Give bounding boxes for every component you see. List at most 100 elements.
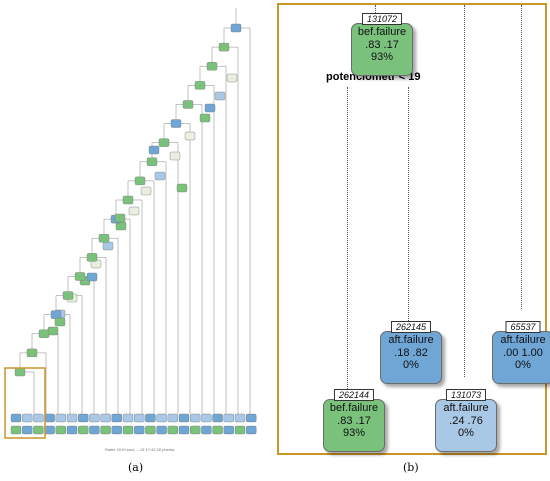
tree-node bbox=[100, 413, 111, 423]
node-percent: 93% bbox=[370, 51, 394, 63]
tree-node bbox=[128, 206, 140, 216]
tree-node bbox=[55, 425, 66, 435]
tree-node bbox=[62, 291, 74, 300]
tree-node bbox=[47, 326, 59, 336]
tree-node bbox=[74, 272, 86, 281]
tree-node bbox=[122, 195, 134, 205]
tree-node bbox=[140, 186, 152, 196]
tree-node bbox=[201, 413, 212, 423]
edge-line bbox=[408, 87, 409, 329]
node-id: 65537 bbox=[505, 321, 541, 333]
overview-tree-panel: Rattle 2019-stud. – 15 17:42:35 pberka bbox=[0, 0, 272, 455]
tree-node bbox=[86, 272, 98, 282]
tree-node bbox=[206, 62, 218, 71]
watermark: Rattle 2019-stud. – 15 17:42:35 pberka bbox=[105, 447, 175, 452]
tree-node bbox=[77, 425, 89, 435]
tree-node bbox=[148, 145, 160, 155]
node-label: aft.failure bbox=[500, 334, 546, 346]
caption-a: (a) bbox=[128, 461, 144, 474]
tree-node bbox=[98, 234, 110, 243]
edge-line bbox=[521, 5, 522, 309]
tree-node bbox=[194, 81, 206, 90]
edge-line bbox=[375, 5, 376, 13]
tree-node bbox=[234, 413, 246, 423]
tree-node bbox=[156, 425, 167, 435]
node-label: aft.failure bbox=[443, 402, 489, 414]
node-label: bef.failure bbox=[357, 26, 407, 38]
node-probs: .24 .76 bbox=[449, 414, 483, 427]
tree-node bbox=[50, 310, 62, 319]
overview-tree bbox=[4, 8, 257, 439]
edge-line bbox=[464, 5, 465, 377]
tree-node bbox=[214, 91, 226, 101]
tree-node-131073[interactable]: 131073 aft.failure .24 .76 0% bbox=[435, 389, 497, 452]
tree-node bbox=[114, 213, 126, 223]
tree-node bbox=[158, 138, 170, 147]
tree-node bbox=[122, 413, 134, 423]
tree-node bbox=[89, 413, 100, 423]
node-id: 131072 bbox=[361, 13, 403, 25]
tree-node bbox=[178, 413, 190, 423]
tree-node bbox=[122, 425, 134, 435]
tree-node-65537[interactable]: 65537 aft.failure .00 1.00 0% bbox=[492, 321, 550, 384]
zoomed-detail-panel: potenciometr < 19 131072 bef.failure .83… bbox=[277, 3, 550, 455]
edge-line bbox=[347, 87, 348, 395]
tree-node bbox=[245, 413, 257, 423]
node-probs: .18 .82 bbox=[394, 346, 428, 359]
tree-node bbox=[44, 425, 55, 435]
tree-node bbox=[38, 329, 50, 338]
tree-node bbox=[212, 413, 223, 423]
tree-node bbox=[133, 425, 145, 435]
tree-node-262144[interactable]: 262144 bef.failure .83 .17 93% bbox=[323, 389, 385, 452]
tree-node bbox=[44, 413, 55, 423]
tree-node bbox=[14, 367, 26, 377]
tree-node bbox=[182, 100, 194, 109]
node-id: 131073 bbox=[445, 389, 487, 401]
tree-node bbox=[102, 241, 114, 251]
tree-node bbox=[33, 425, 44, 435]
tree-node bbox=[201, 425, 212, 435]
tree-node bbox=[86, 253, 98, 262]
tree-node bbox=[33, 413, 44, 423]
tree-node bbox=[199, 113, 211, 123]
tree-node bbox=[167, 413, 179, 423]
tree-node bbox=[167, 425, 179, 435]
caption-b: (b) bbox=[403, 461, 419, 474]
node-probs: .83 .17 bbox=[337, 414, 371, 427]
tree-node bbox=[54, 317, 66, 327]
tree-node bbox=[223, 425, 235, 435]
tree-node bbox=[111, 413, 123, 423]
tree-node bbox=[218, 42, 230, 52]
node-probs: .83 .17 bbox=[365, 38, 399, 51]
tree-node bbox=[100, 425, 111, 435]
tree-node bbox=[77, 413, 89, 423]
tree-node bbox=[22, 425, 33, 435]
tree-node bbox=[66, 413, 78, 423]
tree-node bbox=[245, 425, 257, 435]
tree-node bbox=[212, 425, 223, 435]
tree-node-262145[interactable]: 262145 aft.failure .18 .82 0% bbox=[380, 321, 442, 384]
tree-node bbox=[189, 425, 201, 435]
node-label: bef.failure bbox=[329, 402, 379, 414]
tree-node bbox=[234, 425, 246, 435]
tree-node bbox=[189, 413, 201, 423]
tree-node bbox=[145, 413, 156, 423]
tree-node bbox=[133, 413, 145, 423]
tree-node bbox=[154, 171, 166, 181]
node-percent: 0% bbox=[403, 359, 419, 371]
node-percent: 0% bbox=[515, 359, 531, 371]
tree-node bbox=[26, 348, 38, 358]
tree-node bbox=[170, 119, 182, 128]
node-percent: 93% bbox=[342, 427, 366, 439]
tree-node bbox=[10, 413, 22, 423]
tree-node bbox=[55, 413, 66, 423]
tree-node bbox=[226, 73, 238, 83]
tree-node bbox=[22, 413, 33, 423]
tree-node-131072[interactable]: 131072 bef.failure .83 .17 93% bbox=[351, 13, 413, 76]
tree-node bbox=[134, 176, 146, 186]
tree-node bbox=[178, 425, 190, 435]
tree-node bbox=[10, 425, 22, 435]
tree-node bbox=[156, 413, 167, 423]
node-id: 262145 bbox=[390, 321, 432, 333]
tree-node bbox=[169, 151, 181, 161]
